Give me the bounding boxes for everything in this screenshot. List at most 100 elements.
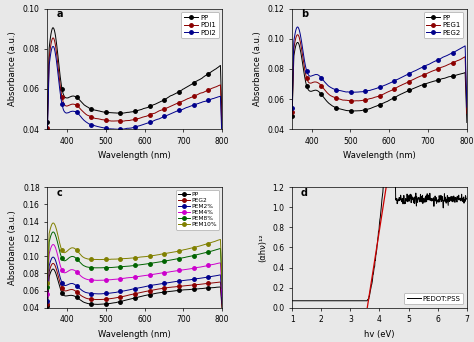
Line: PEM4%: PEM4%	[46, 243, 224, 299]
PDI1	[50, 36, 56, 40]
PDI2	[45, 130, 50, 134]
Line: PEG1: PEG1	[291, 33, 469, 115]
PEG1	[437, 66, 443, 70]
PDI1	[192, 93, 198, 97]
PEDOT:PSS	[320, 299, 326, 303]
Legend: PEDOT:PSS: PEDOT:PSS	[404, 293, 464, 304]
PEM10%	[45, 264, 51, 268]
PEDOT:PSS	[464, 197, 470, 201]
PEM4%	[45, 279, 51, 283]
PEG1	[290, 89, 295, 93]
PEM10%	[149, 254, 155, 258]
PEG1	[294, 33, 300, 37]
PEM2%	[219, 302, 225, 306]
PP	[152, 291, 158, 295]
PEG1	[464, 111, 470, 116]
PEM4%	[219, 295, 225, 299]
PP	[192, 287, 198, 291]
PP	[290, 94, 295, 98]
PEDOT:PSS	[368, 284, 374, 288]
PEDOT:PSS	[392, 180, 398, 184]
PP	[437, 78, 443, 82]
Text: b: b	[301, 9, 308, 19]
PP	[219, 125, 225, 129]
PEM8%	[219, 287, 225, 291]
PEG2	[464, 105, 470, 109]
PEG2	[50, 261, 56, 265]
Legend: PP, PDI1, PDI2: PP, PDI1, PDI2	[182, 12, 219, 38]
PP	[45, 295, 51, 299]
PEM8%	[152, 261, 158, 265]
PEG2	[203, 281, 209, 286]
PDI1	[149, 112, 155, 116]
PEG2	[294, 25, 300, 29]
PEM4%	[149, 273, 155, 277]
PP	[149, 104, 155, 108]
PDI1	[219, 136, 225, 140]
PEG2	[394, 78, 400, 82]
PEM4%	[203, 264, 209, 268]
PP	[45, 304, 50, 308]
Text: c: c	[56, 187, 62, 198]
Line: PP: PP	[291, 41, 469, 124]
Text: d: d	[301, 187, 308, 198]
PEM10%	[203, 242, 209, 246]
PEM8%	[203, 250, 209, 254]
PEG2	[152, 288, 158, 292]
PEM2%	[45, 287, 51, 291]
PEM8%	[45, 285, 50, 289]
Line: PEG2: PEG2	[46, 262, 224, 310]
PDI1	[45, 103, 51, 107]
PP	[295, 40, 301, 44]
Legend: PP, PEG1, PEG2: PP, PEG1, PEG2	[423, 12, 464, 38]
PEDOT:PSS	[334, 299, 340, 303]
PEG2	[289, 106, 295, 110]
Line: PEG2: PEG2	[291, 25, 469, 110]
Line: PDI1: PDI1	[46, 36, 224, 140]
PEDOT:PSS	[289, 299, 295, 303]
PEM4%	[45, 292, 50, 296]
X-axis label: Wavelength (nm): Wavelength (nm)	[99, 330, 171, 339]
X-axis label: Wavelength (nm): Wavelength (nm)	[343, 152, 416, 160]
PDI2	[149, 120, 155, 124]
PEG2	[192, 282, 198, 287]
PEM10%	[50, 221, 56, 225]
PEM2%	[149, 283, 155, 287]
Line: PP: PP	[46, 26, 224, 129]
Y-axis label: (αhν)¹²: (αhν)¹²	[258, 233, 267, 262]
PDI2	[192, 103, 198, 107]
PEM4%	[50, 242, 56, 247]
PDI1	[203, 89, 209, 93]
PP	[149, 292, 155, 296]
PEM10%	[152, 253, 158, 257]
PEG2	[45, 302, 50, 306]
PEM2%	[50, 255, 56, 259]
PEG2	[290, 84, 295, 88]
Line: PEM8%: PEM8%	[46, 230, 224, 290]
PDI2	[50, 44, 56, 49]
PP	[149, 292, 155, 296]
PP	[203, 73, 209, 77]
PEG2	[397, 76, 402, 80]
PDI2	[203, 99, 209, 103]
PEG1	[448, 61, 454, 65]
PEG2	[437, 57, 443, 61]
PEM8%	[50, 230, 56, 234]
PP	[393, 95, 399, 99]
Line: PP: PP	[46, 267, 224, 312]
Line: PDI2: PDI2	[46, 45, 224, 147]
PEG2	[45, 291, 51, 295]
Line: PEM2%: PEM2%	[46, 255, 224, 305]
X-axis label: hv (eV): hv (eV)	[364, 330, 395, 339]
PEG2	[448, 51, 454, 55]
PP	[50, 26, 56, 30]
PP	[152, 102, 158, 106]
Y-axis label: Absorbance (a.u.): Absorbance (a.u.)	[253, 31, 262, 106]
PP	[219, 308, 225, 313]
PEM2%	[192, 277, 198, 281]
Legend: PP, PEG2, PEM2%, PEM4%, PEM8%, PEM10%: PP, PEG2, PEM2%, PEM4%, PEM8%, PEM10%	[175, 190, 219, 229]
PEM4%	[152, 272, 158, 276]
PDI1	[152, 111, 158, 115]
PEG2	[219, 306, 225, 310]
PP	[289, 114, 295, 118]
